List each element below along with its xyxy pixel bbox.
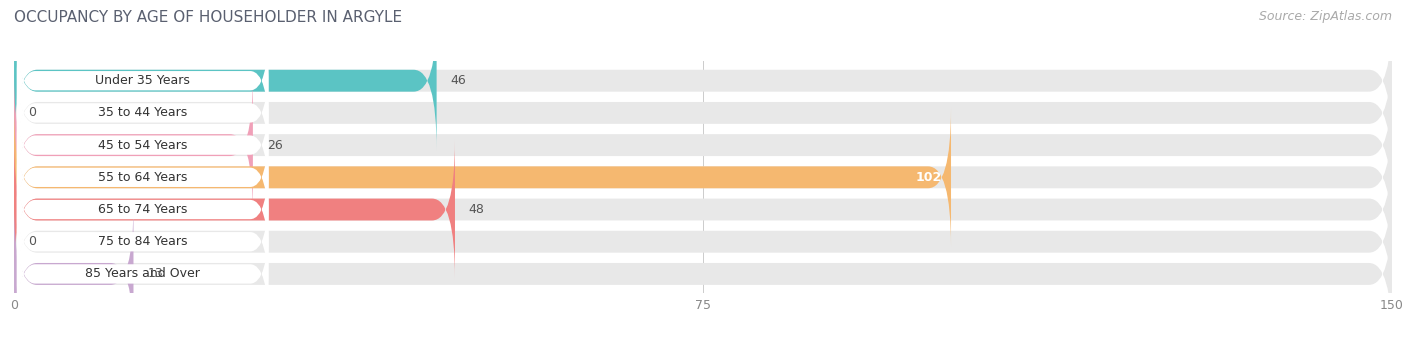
FancyBboxPatch shape <box>14 11 1392 150</box>
Text: Source: ZipAtlas.com: Source: ZipAtlas.com <box>1258 10 1392 23</box>
FancyBboxPatch shape <box>14 204 1392 341</box>
Text: 26: 26 <box>267 138 283 152</box>
Text: 46: 46 <box>450 74 467 87</box>
FancyBboxPatch shape <box>14 204 134 341</box>
Text: 0: 0 <box>28 235 35 248</box>
Text: Under 35 Years: Under 35 Years <box>96 74 190 87</box>
FancyBboxPatch shape <box>17 26 269 135</box>
FancyBboxPatch shape <box>17 90 269 200</box>
Text: 0: 0 <box>28 106 35 119</box>
Text: 48: 48 <box>468 203 485 216</box>
Text: 102: 102 <box>915 171 942 184</box>
Text: OCCUPANCY BY AGE OF HOUSEHOLDER IN ARGYLE: OCCUPANCY BY AGE OF HOUSEHOLDER IN ARGYL… <box>14 10 402 25</box>
FancyBboxPatch shape <box>14 108 1392 247</box>
Text: 35 to 44 Years: 35 to 44 Years <box>98 106 187 119</box>
FancyBboxPatch shape <box>14 108 950 247</box>
FancyBboxPatch shape <box>17 187 269 296</box>
Text: 45 to 54 Years: 45 to 54 Years <box>98 138 187 152</box>
Text: 75 to 84 Years: 75 to 84 Years <box>98 235 187 248</box>
FancyBboxPatch shape <box>14 140 456 279</box>
FancyBboxPatch shape <box>17 219 269 329</box>
Text: 85 Years and Over: 85 Years and Over <box>86 267 200 280</box>
FancyBboxPatch shape <box>14 140 1392 279</box>
Text: 13: 13 <box>148 267 163 280</box>
Text: 55 to 64 Years: 55 to 64 Years <box>98 171 187 184</box>
FancyBboxPatch shape <box>14 11 437 150</box>
Text: 65 to 74 Years: 65 to 74 Years <box>98 203 187 216</box>
FancyBboxPatch shape <box>17 58 269 168</box>
FancyBboxPatch shape <box>14 172 1392 311</box>
FancyBboxPatch shape <box>17 122 269 232</box>
FancyBboxPatch shape <box>14 76 253 215</box>
FancyBboxPatch shape <box>17 155 269 264</box>
FancyBboxPatch shape <box>14 76 1392 215</box>
FancyBboxPatch shape <box>14 43 1392 182</box>
